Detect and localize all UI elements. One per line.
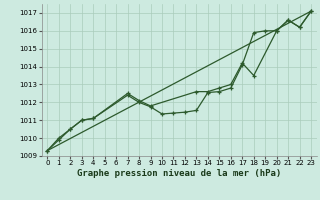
X-axis label: Graphe pression niveau de la mer (hPa): Graphe pression niveau de la mer (hPa) xyxy=(77,169,281,178)
